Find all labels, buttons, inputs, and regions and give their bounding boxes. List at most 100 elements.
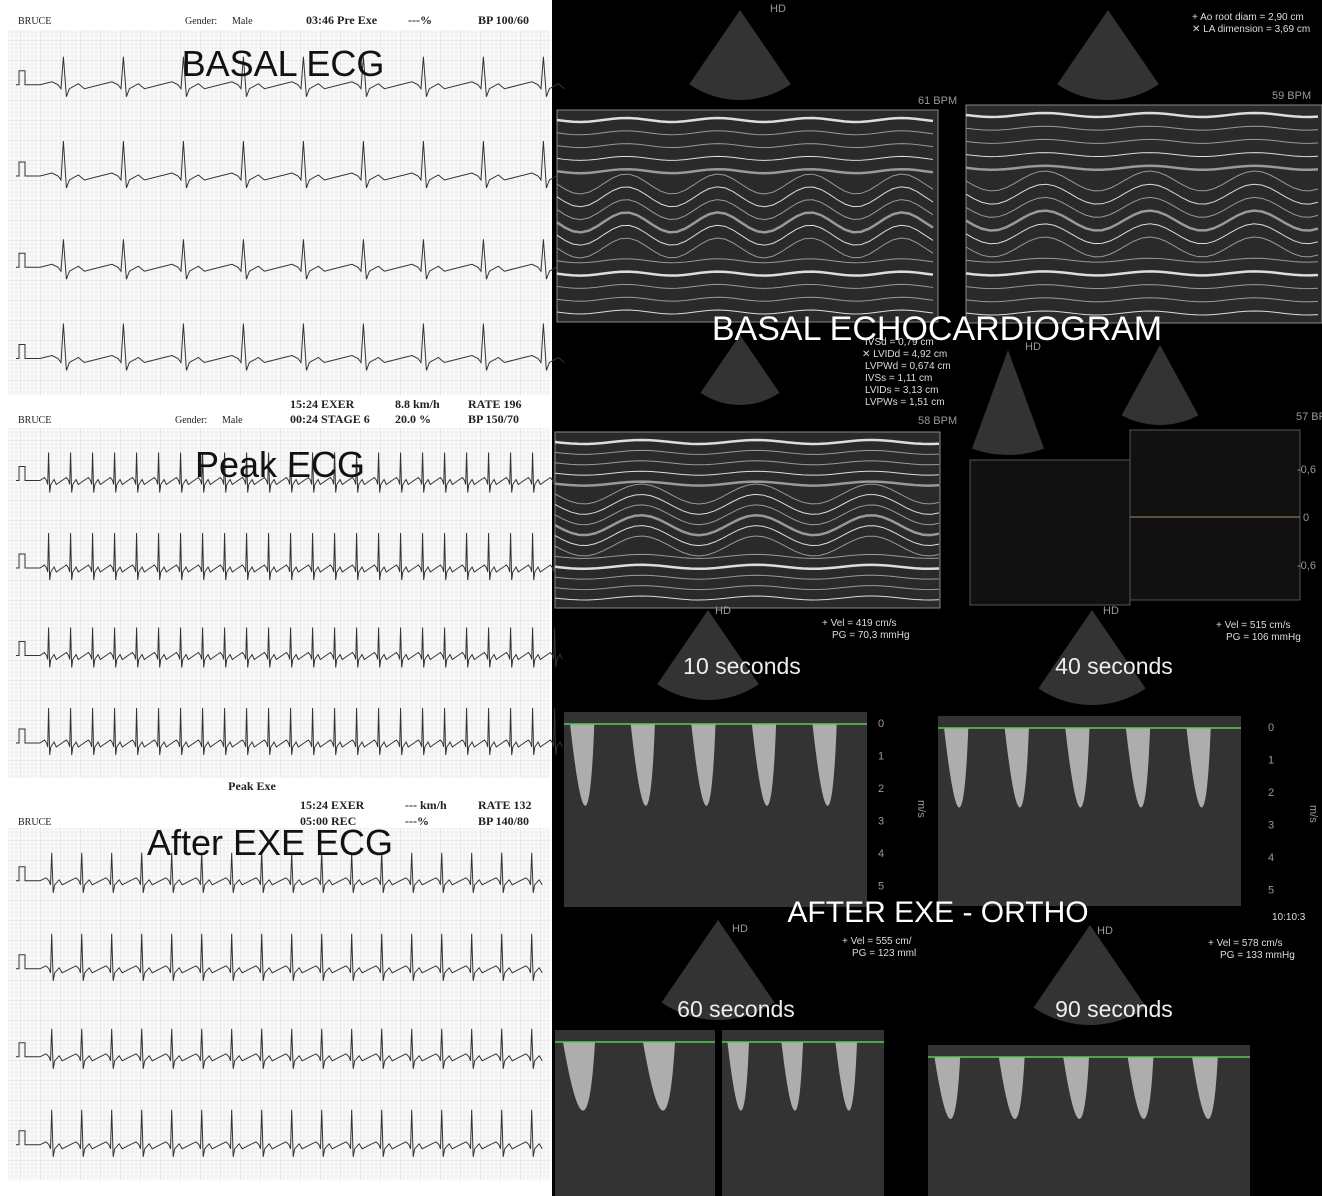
velocity-tick: 5 <box>1268 885 1274 897</box>
m-mode-echo <box>554 480 940 487</box>
ecg-column <box>8 30 565 1180</box>
m-mode-echo <box>965 270 1319 277</box>
m-mode-panel <box>965 104 1322 324</box>
velocity: + Vel = 578 cm/s <box>1208 938 1283 949</box>
velocity-tick: 5 <box>878 881 884 893</box>
m-mode-echo <box>554 470 940 476</box>
m-mode-echo <box>965 236 1319 258</box>
m-mode-echo <box>554 449 940 455</box>
ecg-trace <box>16 1028 543 1069</box>
tdi-tick: 0 <box>1303 512 1309 524</box>
m-mode-echo <box>965 170 1319 192</box>
doppler-envelope <box>812 724 837 806</box>
tdi-panel <box>969 459 1131 606</box>
doppler-envelope <box>835 1042 857 1111</box>
echo-sector <box>1121 345 1199 425</box>
gender-label: Gender: <box>175 415 207 426</box>
m-mode-echo <box>556 116 934 124</box>
probe: HD <box>732 923 748 935</box>
m-mode-echo <box>556 296 934 302</box>
m-mode-echo <box>556 258 934 264</box>
doppler-panel <box>722 1030 884 1196</box>
probe: HD <box>1097 925 1113 937</box>
rate: RATE 196 <box>468 397 521 411</box>
clock: 10:10:3 <box>1272 912 1306 923</box>
ecg-paper <box>8 428 550 778</box>
doppler-envelope <box>727 1042 749 1111</box>
protocol: BRUCE <box>18 817 51 828</box>
gradient: PG = 70,3 mmHg <box>832 630 910 641</box>
ecg-trace <box>16 532 563 581</box>
ecg-trace <box>16 56 565 97</box>
measurement: IVSs = 1,11 cm <box>865 373 932 384</box>
protocol: BRUCE <box>18 415 51 426</box>
doppler-envelope <box>1004 728 1029 808</box>
echo-sector <box>1033 925 1147 1025</box>
m-mode-echo <box>554 460 940 466</box>
ecg-trace <box>16 452 563 493</box>
ecg-trace <box>16 627 563 668</box>
echo-sector <box>700 335 780 406</box>
probe: HD <box>770 3 786 15</box>
ecg-trace <box>16 933 543 981</box>
m-mode-echo <box>556 186 934 208</box>
doppler-envelope <box>630 724 655 806</box>
heart-rate: 58 BPM <box>918 415 957 427</box>
time: 03:46 Pre Exe <box>306 13 378 27</box>
m-mode-echo <box>965 209 1319 232</box>
echo-sector <box>657 610 759 701</box>
velocity-unit: m/s <box>1307 805 1319 823</box>
m-mode-echo <box>554 574 940 580</box>
m-mode-echo <box>965 310 1319 316</box>
velocity-tick: 4 <box>878 848 884 860</box>
ecg-trace <box>16 852 543 893</box>
doppler-envelope <box>1186 728 1211 808</box>
doppler-envelope <box>934 1057 961 1119</box>
m-mode-echo <box>965 152 1319 158</box>
m-mode-echo <box>554 438 940 446</box>
doppler-envelope <box>570 724 595 806</box>
ecg-trace <box>16 239 565 280</box>
probe: HD <box>1025 341 1041 353</box>
velocity-tick: 3 <box>1268 820 1274 832</box>
tdi-panel <box>1129 429 1301 601</box>
panel-title: After EXE ECG <box>147 822 393 863</box>
echo-sector <box>1057 10 1159 101</box>
rate: RATE 132 <box>478 798 531 812</box>
echo-column: 0 1 2 3 4 5 0 1 2 3 4 5 m/s m/s <box>554 10 1322 1196</box>
echo-sector <box>661 920 775 1020</box>
ecg-trace <box>16 1109 543 1157</box>
probe: HD <box>715 605 731 617</box>
echo-labels: + Ao root diam = 2,90 cm ✕ LA dimension … <box>677 3 1322 1022</box>
probe: HD <box>1103 605 1119 617</box>
velocity-tick: 2 <box>878 783 884 795</box>
ecg-paper <box>8 828 550 1180</box>
m-mode-echo <box>965 297 1319 303</box>
m-mode-echo <box>554 585 940 591</box>
m-mode-echo <box>556 270 934 277</box>
m-mode-echo <box>556 155 934 161</box>
m-mode-echo <box>554 525 940 547</box>
doppler-envelope <box>1192 1057 1218 1119</box>
grade: ---% <box>408 13 432 27</box>
velocity-tick: 3 <box>878 816 884 828</box>
ecg-paper <box>8 30 550 395</box>
doppler-envelope <box>781 1042 803 1111</box>
velocity: + Vel = 419 cm/s <box>822 618 897 629</box>
time-label: 40 seconds <box>1055 653 1173 679</box>
doppler-envelope <box>643 1042 675 1111</box>
gradient: PG = 123 mml <box>852 948 916 959</box>
gradient: PG = 106 mmHg <box>1226 632 1301 643</box>
gender-label: Gender: <box>185 16 217 27</box>
bp: BP 100/60 <box>478 13 529 27</box>
time: 15:24 EXER <box>290 397 355 411</box>
gender: Male <box>232 16 253 27</box>
ecg-trace <box>16 140 565 189</box>
panel-title: BASAL ECG <box>182 43 385 84</box>
la-dimension: ✕ LA dimension = 3,69 cm <box>1192 24 1310 35</box>
doppler-envelope <box>691 724 716 806</box>
m-mode-echo <box>965 111 1319 119</box>
measurement: IVSd = 0,79 cm <box>865 337 934 348</box>
m-mode-echo <box>965 183 1319 205</box>
